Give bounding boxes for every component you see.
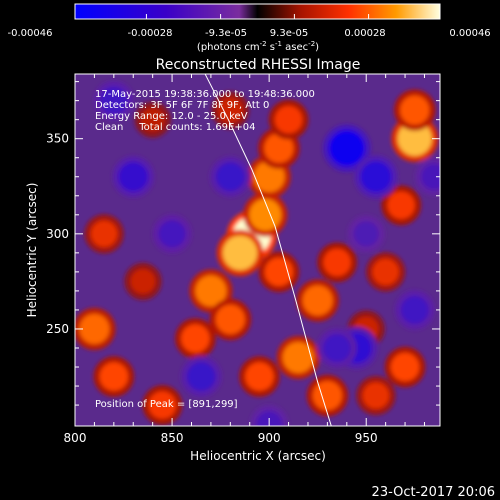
heatmap-blob [387,191,415,220]
heatmap-blob [99,362,129,391]
y-tick-label: 250 [46,322,69,336]
colorbar [74,3,441,20]
heatmap-blob [216,162,245,191]
heatmap-blob [148,391,177,419]
colorbar-tick-label: 9.3e-05 [270,28,308,39]
x-tick-label: 850 [161,431,184,445]
heatmap-blob [253,161,285,193]
colorbar-tick-label: 0.00046 [449,28,490,39]
heatmap-blob [360,161,392,193]
x-tick-label: 900 [258,431,281,445]
colorbar-tick-label: -0.00046 [8,28,53,39]
heatmap-blob [323,334,351,362]
heatmap-blob [323,248,351,277]
solar-limb-line [204,74,332,426]
heatmap-blob [186,362,216,391]
heatmap-blob [264,133,294,163]
annotation-energy: Energy Range: 12.0 - 25.0 keV [95,111,248,122]
y-tick-label: 300 [46,227,69,241]
heatmap-blob [421,163,440,190]
heatmap-blob [140,107,165,132]
heatmap-blob [100,86,128,115]
plot-frame [74,73,441,427]
heatmap-blob [195,275,227,307]
heatmap-blob [400,95,430,125]
heatmap-blob [90,220,118,248]
heatmap-blob [362,382,390,409]
chart-title: Reconstructed RHESSI Image [156,57,361,73]
heatmap-blob [222,235,258,271]
heatmap-blob [264,257,294,287]
x-tick-label: 950 [355,431,378,445]
heatmap-blob [245,362,274,391]
annotation-time-range: 17-May-2015 19:38:36.000 to 19:48:36.000 [95,89,315,100]
annotation-clean: Clean Total counts: 1.69E+04 [95,122,255,133]
colorbar-tick-label: 0.00028 [344,28,385,39]
heatmap-blob [302,285,333,316]
heatmap-blob [390,352,420,382]
heatmap-blob [329,130,365,166]
heatmap-blob [118,162,148,192]
y-tick-label: 350 [46,132,69,146]
colorbar-tick-label: -0.00028 [128,28,173,39]
heatmap-blob [282,341,314,374]
colorbar-tick-label: -9.3e-05 [205,28,247,39]
y-axis-label: Heliocentric Y (arcsec) [25,183,39,318]
heatmap-blob [215,304,245,335]
colorbar-units: (photons cm-2 s-1 asec-2) [197,40,319,53]
heatmap-blob [79,313,110,345]
peak-position-label: Position of Peak = [891,299] [95,399,238,410]
annotation-detectors: Detectors: 3F 5F 6F 7F 8F 9F, Att 0 [95,100,269,111]
heatmap-blob [158,220,186,248]
heatmap-blob [353,221,379,247]
heatmap-blob [274,105,303,134]
timestamp: 23-Oct-2017 20:06 [372,485,495,500]
heatmap-blob [312,380,343,411]
heatmap-blob [181,324,210,353]
heatmap-blob [217,97,243,123]
x-axis-label: Heliocentric X (arcsec) [190,449,326,463]
heatmap-blob [372,258,399,286]
x-tick-label: 800 [64,431,87,445]
heatmap-blob [400,296,429,324]
heatmap-blob [397,121,433,156]
heatmap-blob [130,268,156,294]
